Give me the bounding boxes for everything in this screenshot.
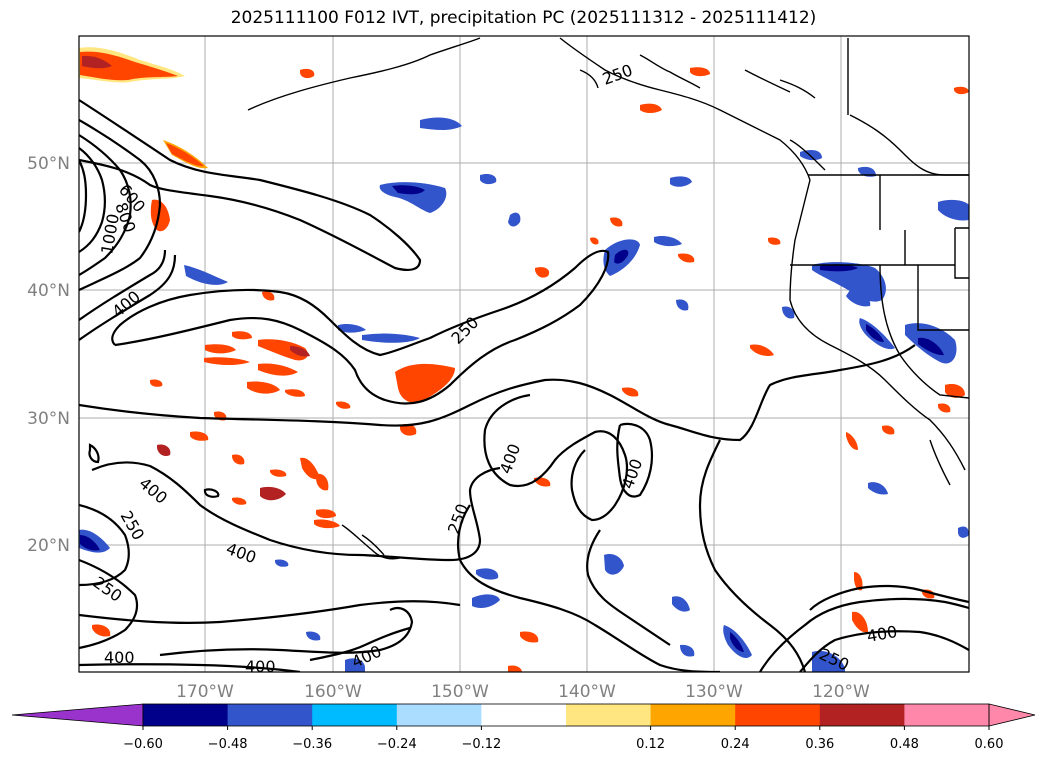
colorbar-segment	[819, 704, 905, 726]
latitude-labels: 50°N 40°N 30°N 20°N	[27, 154, 70, 556]
map-area	[79, 36, 969, 672]
lat-label-40n: 40°N	[27, 281, 70, 301]
colorbar-segment	[566, 704, 652, 726]
colorbar-tick-label: −0.12	[461, 737, 501, 752]
lon-label-170w: 170°W	[176, 682, 234, 702]
colorbar-tick-label: 0.60	[975, 737, 1004, 752]
lat-label-20n: 20°N	[27, 536, 70, 556]
lon-label-160w: 160°W	[304, 682, 362, 702]
colorbar: −0.60 −0.48 −0.36 −0.24 −0.12 0.12 0.24 0.36 0.4…	[11, 703, 1036, 752]
ivt-contours	[79, 99, 969, 672]
gridlines	[79, 36, 969, 672]
contour-label: 400	[245, 657, 276, 676]
lon-label-120w: 120°W	[812, 682, 870, 702]
contour-label: 400	[104, 648, 135, 667]
colorbar-tick-label: 0.24	[721, 737, 750, 752]
coastlines	[247, 37, 969, 560]
lon-label-130w: 130°W	[685, 682, 743, 702]
colorbar-segment	[735, 704, 821, 726]
colorbar-segment	[143, 704, 229, 726]
map-frame	[78, 35, 970, 673]
lat-label-30n: 30°N	[27, 409, 70, 429]
lon-label-150w: 150°W	[431, 682, 489, 702]
map-title: 2025111100 F012 IVT, precipitation PC (2…	[230, 8, 817, 28]
colorbar-tick-label: −0.24	[377, 737, 417, 752]
lon-label-140w: 140°W	[558, 682, 616, 702]
colorbar-segment	[312, 704, 398, 726]
colorbar-segment	[481, 704, 567, 726]
colorbar-segment	[396, 704, 482, 726]
colorbar-tick-label: −0.48	[208, 737, 248, 752]
colorbar-segment	[227, 704, 313, 726]
colorbar-tick-label: 0.12	[636, 737, 665, 752]
colorbar-segment	[904, 704, 990, 726]
colorbar-tick-label: 0.36	[805, 737, 834, 752]
colorbar-tick-label: −0.60	[123, 737, 163, 752]
colorbar-segment	[650, 704, 736, 726]
colorbar-tick-label: 0.48	[890, 737, 919, 752]
colorbar-tick-label: −0.36	[292, 737, 332, 752]
longitude-labels: 170°W 160°W 150°W 140°W 130°W 120°W	[176, 682, 870, 702]
lat-label-50n: 50°N	[27, 154, 70, 174]
colorbar-arrow-high	[988, 703, 1036, 727]
colorbar-arrow-low	[11, 703, 144, 727]
precipitation-shading	[79, 47, 969, 672]
